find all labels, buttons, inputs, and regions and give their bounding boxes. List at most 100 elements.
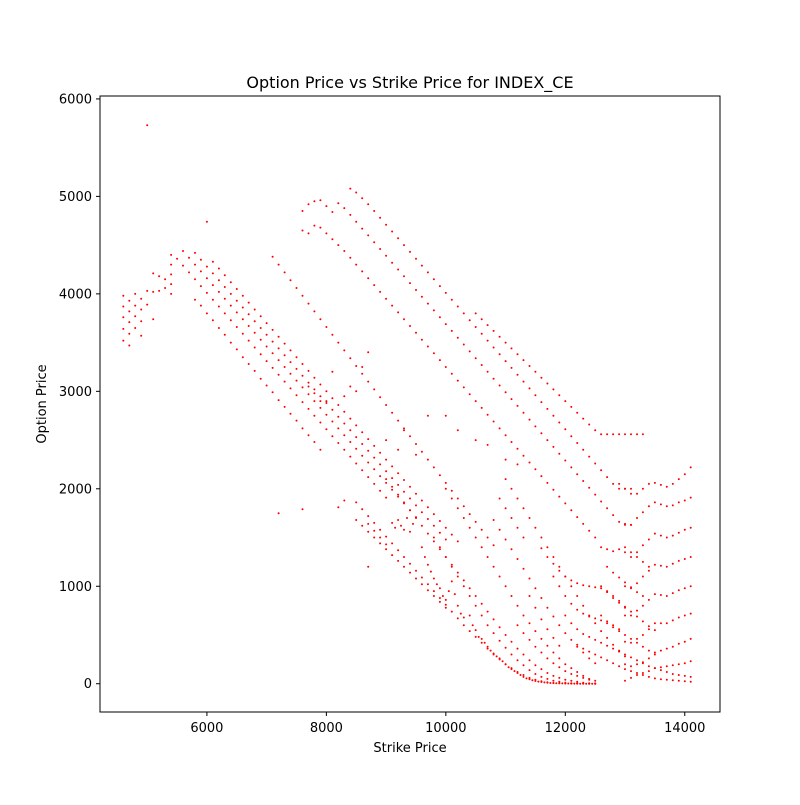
data-point — [612, 595, 615, 597]
data-point — [426, 414, 429, 417]
data-point — [636, 492, 638, 495]
data-point — [594, 586, 597, 589]
data-point — [307, 381, 310, 384]
data-point — [618, 433, 621, 436]
data-point — [355, 220, 358, 223]
data-point — [504, 391, 507, 394]
data-point — [432, 577, 435, 580]
data-point — [355, 365, 358, 367]
data-point — [647, 505, 650, 508]
data-point — [630, 656, 632, 659]
data-point — [367, 449, 370, 452]
data-point — [641, 645, 644, 648]
data-point — [373, 482, 376, 485]
data-point — [325, 413, 328, 416]
data-point — [677, 663, 680, 666]
data-point — [671, 645, 674, 648]
data-point — [397, 268, 400, 271]
data-point — [558, 680, 561, 683]
data-point — [665, 595, 668, 597]
data-point — [343, 250, 346, 252]
data-point — [289, 349, 292, 352]
data-point — [409, 325, 411, 327]
data-point — [677, 559, 680, 562]
data-point — [394, 526, 397, 529]
data-point — [659, 534, 662, 537]
data-point — [486, 624, 489, 627]
data-point — [606, 507, 609, 510]
data-point — [432, 595, 435, 597]
data-point — [600, 585, 603, 588]
data-point — [462, 585, 465, 588]
data-point — [229, 292, 232, 295]
data-point — [552, 662, 555, 665]
data-point — [636, 663, 638, 666]
data-point — [624, 668, 626, 671]
data-point — [265, 345, 268, 348]
data-point — [552, 679, 555, 682]
data-point — [540, 536, 543, 539]
data-point — [540, 651, 543, 654]
data-point — [140, 334, 143, 337]
data-point — [450, 298, 453, 301]
data-point — [325, 326, 328, 328]
data-point — [438, 587, 441, 590]
data-point — [582, 522, 585, 525]
data-point — [289, 361, 292, 364]
data-point — [217, 327, 220, 329]
data-point — [636, 609, 638, 612]
data-point — [373, 210, 376, 212]
data-point — [600, 630, 603, 633]
data-point — [259, 315, 262, 318]
data-point — [319, 226, 322, 229]
data-point — [217, 279, 220, 282]
data-point — [199, 270, 202, 273]
data-point — [647, 565, 650, 568]
data-point — [367, 234, 370, 237]
data-point — [522, 664, 525, 667]
data-point — [409, 571, 411, 574]
data-point — [409, 509, 411, 512]
data-point — [343, 207, 346, 210]
data-point — [504, 434, 507, 437]
data-point — [618, 601, 621, 604]
data-point — [570, 405, 573, 408]
x-tick-label: 12000 — [545, 721, 586, 736]
data-point — [247, 325, 250, 327]
data-point — [483, 641, 486, 644]
data-point — [636, 517, 638, 519]
data-point — [534, 526, 537, 529]
data-point — [444, 291, 447, 294]
data-point — [576, 645, 579, 648]
data-point — [606, 622, 609, 625]
data-point — [671, 592, 674, 595]
data-point — [552, 556, 555, 558]
data-point — [510, 366, 513, 369]
data-point — [403, 528, 405, 531]
data-point — [188, 271, 190, 274]
data-point — [647, 628, 650, 631]
data-point — [456, 571, 459, 574]
data-point — [564, 670, 567, 673]
data-point — [528, 577, 531, 580]
data-point — [630, 587, 632, 590]
data-point — [570, 435, 573, 438]
data-point — [498, 528, 501, 531]
data-point — [641, 661, 644, 664]
data-point — [355, 436, 358, 439]
data-point — [295, 394, 298, 397]
data-point — [659, 564, 662, 567]
data-point — [636, 551, 638, 554]
data-point — [480, 602, 483, 605]
data-point — [516, 373, 519, 376]
data-point — [415, 443, 417, 445]
data-point — [420, 264, 423, 267]
data-point — [582, 480, 585, 482]
data-point — [432, 352, 435, 355]
data-point — [618, 665, 621, 668]
data-point — [158, 275, 161, 278]
data-point — [480, 641, 483, 644]
data-point — [134, 292, 137, 295]
data-point — [367, 277, 370, 280]
data-point — [241, 306, 244, 309]
